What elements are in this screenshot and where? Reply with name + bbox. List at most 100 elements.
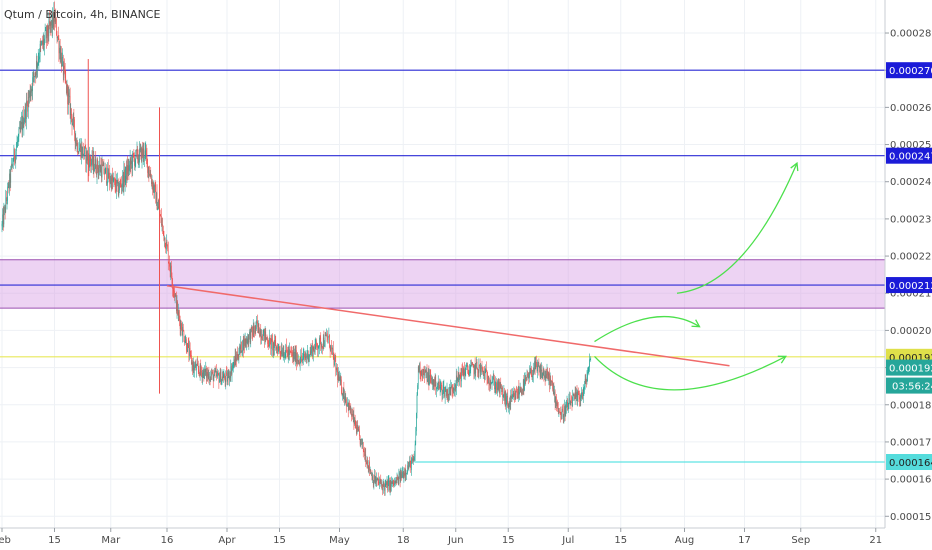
candle-body [104, 173, 105, 175]
candle-body [97, 159, 98, 169]
candle-body [530, 368, 532, 374]
candle-body [20, 124, 22, 130]
candle-body [224, 374, 225, 379]
candle-body [127, 165, 128, 175]
candle-body [282, 354, 283, 356]
candle-body [212, 371, 213, 373]
candle-body [72, 123, 73, 126]
candle-body [397, 478, 399, 485]
candle-body [450, 386, 452, 395]
candle-body [310, 350, 312, 354]
candle-body [396, 480, 397, 483]
candle-body [147, 158, 148, 173]
candle-body [364, 451, 365, 456]
candle-body [91, 162, 92, 165]
candle-body [267, 343, 269, 345]
candle-body [503, 391, 505, 396]
candle-body [302, 354, 304, 358]
candle-body [44, 38, 45, 45]
candle-body [27, 97, 29, 112]
candle-body [396, 477, 398, 483]
candle-body [539, 366, 540, 369]
candle-body [339, 376, 340, 381]
candle-body [199, 364, 201, 376]
candle-body [557, 402, 558, 408]
candle-body [106, 182, 108, 184]
candle-body [415, 431, 417, 445]
candle-body [232, 365, 234, 366]
time-axis[interactable]: Feb 15 Mar 16 Apr 15 May 18 Jun 15 Jul 15 Aug 17 Sep 21 [0, 528, 882, 546]
candle-body [14, 149, 15, 159]
arrowhead-3 [777, 355, 787, 364]
y-tick-label: 0.0002000 [890, 326, 932, 337]
candle-body [584, 378, 586, 386]
candle-body [244, 338, 245, 346]
candle-body [274, 339, 275, 348]
candle-body [551, 380, 552, 383]
candle-body [419, 363, 420, 372]
candle-body [192, 364, 194, 371]
candle-body [336, 367, 337, 371]
candle-body [399, 472, 400, 476]
candle-body [378, 481, 380, 484]
candle-body [51, 20, 53, 29]
candle-body [580, 397, 582, 401]
candle-body [76, 142, 78, 146]
candle-body [583, 388, 585, 392]
candle-body [102, 162, 104, 166]
candle-body [342, 388, 344, 395]
candle-body [389, 480, 390, 491]
candle-body [192, 362, 193, 371]
candle-body [464, 371, 466, 376]
candle-body [46, 30, 47, 39]
candle-body [129, 164, 130, 171]
candle-body [564, 406, 565, 415]
candle-body [590, 357, 592, 359]
candle-body [146, 155, 148, 159]
candle-body [152, 181, 153, 190]
candle-body [406, 471, 408, 474]
candle-body [258, 323, 260, 334]
candle-body [129, 158, 131, 165]
candle-body [511, 396, 513, 399]
candle-body [431, 377, 433, 385]
x-tick-label: 16 [161, 535, 174, 546]
candle-body [272, 340, 273, 351]
candle-body [528, 377, 530, 379]
level-badge: 0.0002700 [889, 66, 932, 77]
candle-body [524, 379, 525, 391]
candle-body [469, 369, 471, 371]
candle-body [93, 156, 95, 171]
candle-body [26, 101, 27, 119]
candle-body [306, 356, 308, 358]
candle-body [472, 362, 473, 365]
candle-body [166, 241, 168, 246]
candle-body [46, 25, 48, 39]
candle-body [250, 329, 252, 343]
candle-body [228, 372, 230, 380]
candle-body [324, 334, 326, 346]
candle-body [577, 391, 579, 395]
candle-body [109, 181, 111, 183]
candle-body [17, 136, 19, 142]
candle-body [379, 480, 381, 483]
candle-body [444, 390, 446, 397]
candle-body [224, 378, 226, 383]
x-tick-label: 15 [614, 535, 627, 546]
candle-body [467, 369, 469, 373]
candle-body [477, 368, 478, 370]
candle-body [191, 354, 192, 365]
candle-body [79, 144, 81, 148]
candle-body [456, 375, 457, 389]
candle-body [41, 40, 43, 44]
candle-body [206, 368, 207, 378]
candle-body [111, 175, 113, 189]
candle-body [549, 378, 551, 385]
candle-body [230, 366, 232, 378]
candle-body [110, 177, 112, 183]
candle-body [4, 206, 5, 210]
x-tick-label: Jun [447, 535, 464, 546]
candle-body [397, 477, 398, 479]
